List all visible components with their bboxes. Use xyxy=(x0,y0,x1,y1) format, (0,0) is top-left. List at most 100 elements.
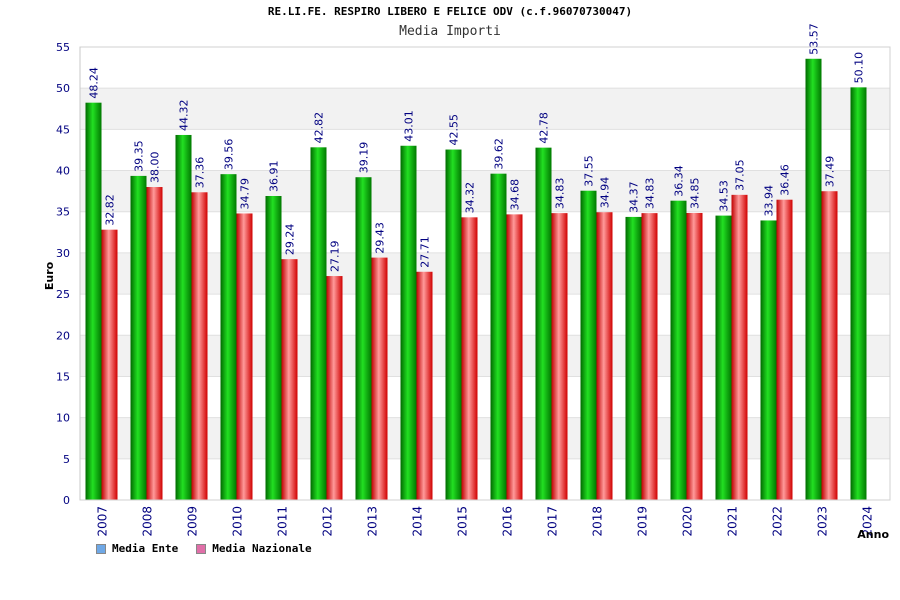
data-label: 34.83 xyxy=(554,178,567,210)
x-tick-label: 2014 xyxy=(411,506,425,537)
data-label: 27.19 xyxy=(329,241,342,273)
axes: 0 5 10 15 20 25 30 35 40 45 50 55 2007 2008 2009 2010 20… xyxy=(56,41,891,537)
bar-media-ente xyxy=(130,175,147,500)
y-tick-label: 45 xyxy=(56,123,70,136)
x-tick-label: 2016 xyxy=(501,506,515,537)
grid-bands xyxy=(80,88,890,459)
data-label: 44.32 xyxy=(178,99,191,131)
legend-swatch-ente xyxy=(96,543,106,554)
data-label: 36.34 xyxy=(673,165,686,197)
chart-subtitle: Media Importi xyxy=(399,24,501,39)
y-tick-label: 30 xyxy=(56,247,70,260)
bar-media-ente xyxy=(445,149,462,500)
y-tick-label: 40 xyxy=(56,165,70,178)
bar-media-nazionale xyxy=(596,212,613,501)
bar-media-nazionale xyxy=(281,259,298,500)
bar-media-ente xyxy=(760,220,777,500)
x-tick-label: 2022 xyxy=(771,506,785,537)
bar-media-nazionale xyxy=(461,217,478,500)
data-label: 48.24 xyxy=(88,67,101,99)
legend: Media Ente Media Nazionale xyxy=(96,542,312,555)
data-label: 37.49 xyxy=(824,156,837,188)
bar-media-nazionale xyxy=(641,213,658,501)
x-tick-label: 2015 xyxy=(456,506,470,537)
data-label: 34.83 xyxy=(644,178,657,210)
data-label: 53.57 xyxy=(808,23,821,55)
legend-item-nazionale: Media Nazionale xyxy=(196,542,312,555)
bar-media-ente xyxy=(715,215,732,500)
bar-media-ente xyxy=(310,147,327,500)
data-label: 39.35 xyxy=(133,140,146,172)
grid-band xyxy=(80,417,890,459)
y-tick-label: 25 xyxy=(56,288,70,301)
y-tick-label: 55 xyxy=(56,41,70,54)
y-tick-label: 35 xyxy=(56,206,70,219)
data-label: 37.05 xyxy=(734,159,747,191)
bars-group xyxy=(85,58,867,501)
data-label: 29.43 xyxy=(374,222,387,254)
y-tick-label: 15 xyxy=(56,370,70,383)
labels-group: 48.24 32.82 39.35 38.00 44.32 37.36 39.5634.79… xyxy=(88,23,866,272)
bar-media-nazionale xyxy=(551,213,568,501)
legend-label-nazionale: Media Nazionale xyxy=(212,542,312,555)
y-axis-label: Euro xyxy=(43,261,56,290)
bar-media-nazionale xyxy=(416,271,433,500)
x-tick-label: 2021 xyxy=(726,506,740,537)
grid-band xyxy=(80,170,890,212)
data-label: 34.94 xyxy=(599,177,612,209)
x-tick-label: 2013 xyxy=(366,506,380,537)
x-tick-label: 2023 xyxy=(816,506,830,537)
bar-media-ente xyxy=(220,174,237,501)
grid-band xyxy=(80,335,890,377)
bar-media-ente xyxy=(805,58,822,500)
bar-media-ente xyxy=(490,173,507,500)
bar-media-ente xyxy=(670,200,687,500)
bar-media-ente xyxy=(850,87,867,500)
legend-item-ente: Media Ente xyxy=(96,542,178,555)
x-tick-label: 2008 xyxy=(141,506,155,537)
data-label: 39.19 xyxy=(358,142,371,174)
bar-media-nazionale xyxy=(236,213,253,500)
x-tick-label: 2012 xyxy=(321,506,335,537)
bar-media-ente xyxy=(625,216,642,500)
bar-media-nazionale xyxy=(686,212,703,501)
data-label: 29.24 xyxy=(284,224,297,256)
x-tick-label: 2009 xyxy=(186,506,200,537)
data-label: 34.68 xyxy=(509,179,522,211)
data-label: 36.46 xyxy=(779,164,792,196)
x-tick-label: 2007 xyxy=(96,506,110,537)
bar-media-nazionale xyxy=(191,192,208,500)
bar-media-nazionale xyxy=(101,229,118,500)
data-label: 50.10 xyxy=(853,52,866,84)
x-tick-label: 2024 xyxy=(861,506,875,537)
bar-media-ente xyxy=(580,190,597,500)
data-label: 39.62 xyxy=(493,138,506,170)
bar-media-nazionale xyxy=(146,187,163,500)
data-label: 36.91 xyxy=(268,160,281,192)
bar-media-ente xyxy=(400,145,417,500)
x-tick-label: 2019 xyxy=(636,506,650,537)
bar-media-ente xyxy=(355,177,372,500)
x-tick-label: 2011 xyxy=(276,506,290,537)
data-label: 34.85 xyxy=(689,177,702,209)
x-axis-label: Anno xyxy=(857,528,889,541)
data-label: 38.00 xyxy=(149,152,162,184)
bar-media-ente xyxy=(175,134,192,501)
bar-media-ente xyxy=(265,195,282,500)
y-tick-label: 50 xyxy=(56,82,70,95)
grid-band xyxy=(80,88,890,130)
y-tick-label: 10 xyxy=(56,412,70,425)
data-label: 34.53 xyxy=(718,180,731,212)
data-label: 32.82 xyxy=(104,194,117,226)
data-label: 34.37 xyxy=(628,181,641,213)
bar-media-ente xyxy=(85,102,102,500)
bar-media-nazionale xyxy=(821,191,838,500)
data-label: 42.55 xyxy=(448,114,461,146)
bar-media-nazionale xyxy=(506,214,523,500)
data-label: 33.94 xyxy=(763,185,776,217)
chart-title: RE.LI.FE. RESPIRO LIBERO E FELICE ODV (c… xyxy=(267,5,633,18)
x-tick-label: 2017 xyxy=(546,506,560,537)
x-tick-label: 2010 xyxy=(231,506,245,537)
